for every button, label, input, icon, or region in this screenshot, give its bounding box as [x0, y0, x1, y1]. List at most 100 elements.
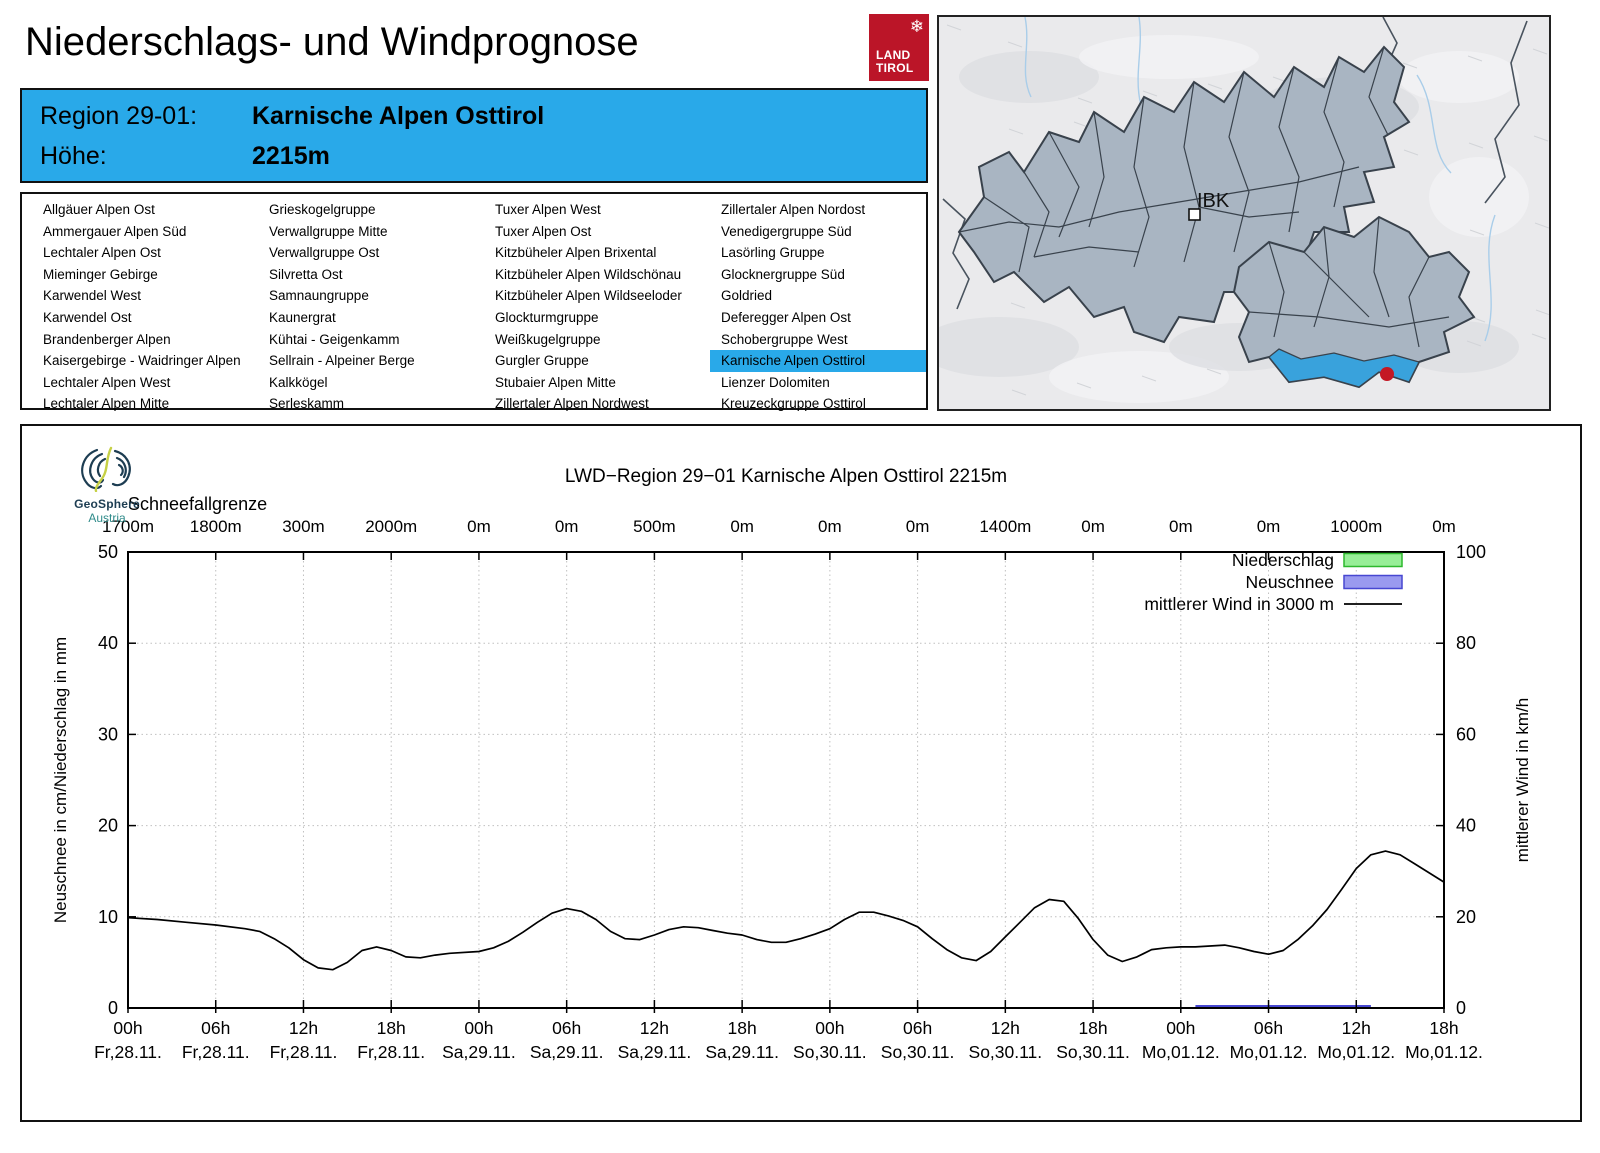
region-item[interactable]: Venedigergruppe Süd — [721, 223, 852, 239]
region-column-2: Grieskogelgruppe Verwallgruppe Mitte Verwa… — [258, 199, 484, 415]
region-item[interactable]: Ammergauer Alpen Süd — [43, 223, 187, 239]
region-item[interactable]: Kaisergebirge - Waidringer Alpen — [43, 353, 241, 369]
snowline-value: 500m — [633, 517, 676, 536]
logo-text-tirol: TIROL — [876, 61, 914, 75]
snowline-value: 1000m — [1330, 517, 1382, 536]
legend-label: Neuschnee — [1245, 572, 1334, 592]
region-item[interactable]: Mieminger Gebirge — [43, 266, 158, 282]
x-tick-hour: 12h — [289, 1018, 318, 1038]
x-tick-hour: 18h — [728, 1018, 757, 1038]
region-item[interactable]: Kitzbüheler Alpen Wildschönau — [495, 266, 682, 282]
geosphere-logo-text: GeoSphere — [74, 497, 140, 511]
river-line — [1024, 16, 1032, 98]
region-subdivision — [1048, 131, 1080, 238]
region-item[interactable]: Serleskamm — [269, 396, 345, 412]
region-subdivision — [1373, 217, 1390, 318]
region-item[interactable]: Kalkkögel — [269, 374, 328, 390]
region-subdivision — [1023, 171, 1050, 258]
x-tick-hour: 00h — [464, 1018, 493, 1038]
region-item[interactable]: Allgäuer Alpen Ost — [43, 202, 155, 217]
region-subdivision — [1368, 47, 1390, 138]
region-item[interactable]: Glockturmgruppe — [495, 309, 599, 325]
snowline-value: 1800m — [190, 517, 242, 536]
station-marker — [1380, 367, 1394, 381]
border-line — [1484, 20, 1528, 204]
region-item[interactable]: Tuxer Alpen West — [495, 202, 601, 217]
region-item[interactable]: Zillertaler Alpen Nordost — [721, 202, 866, 217]
snowline-value: 0m — [1081, 517, 1105, 536]
region-item[interactable]: Verwallgruppe Mitte — [269, 223, 388, 239]
region-subdivision — [1303, 251, 1370, 318]
geosphere-logo-subtext: Austria — [88, 511, 126, 525]
x-tick-hour: 00h — [1166, 1018, 1195, 1038]
region-item[interactable]: Silvretta Ost — [269, 266, 343, 282]
region-item[interactable]: Kühtai - Geigenkamm — [269, 331, 400, 347]
x-tick-date: So,30.11. — [969, 1042, 1043, 1062]
forecast-chart-panel: GeoSphere Austria 00h Fr,28.11. 1700m 06h Fr… — [20, 424, 1582, 1122]
x-tick-date: Mo,01.12. — [1142, 1042, 1220, 1062]
river-line — [1484, 214, 1496, 342]
x-tick-date: So,30.11. — [793, 1042, 867, 1062]
x-tick-hour: 18h — [1429, 1018, 1458, 1038]
region-item[interactable]: Brandenberger Alpen — [43, 331, 171, 347]
x-tick-date: Sa,29.11. — [618, 1042, 692, 1062]
x-tick-date: Sa,29.11. — [705, 1042, 779, 1062]
x-tick-hour: 12h — [1342, 1018, 1371, 1038]
region-item[interactable]: Samnaungruppe — [269, 288, 369, 304]
x-tick-date: Sa,29.11. — [530, 1042, 604, 1062]
region-item[interactable]: Lechtaler Alpen West — [43, 374, 171, 390]
region-item[interactable]: Lechtaler Alpen Ost — [43, 245, 161, 261]
x-tick-hour: 06h — [552, 1018, 581, 1038]
region-item[interactable]: Weißkugelgruppe — [495, 331, 601, 347]
x-tick-date: Sa,29.11. — [442, 1042, 516, 1062]
region-item[interactable]: Verwallgruppe Ost — [269, 245, 380, 261]
x-tick-date: Mo,01.12. — [1317, 1042, 1395, 1062]
region-subdivision — [983, 196, 1030, 273]
region-item[interactable]: Kitzbüheler Alpen Brixental — [495, 245, 657, 261]
right-axis-tick: 100 — [1456, 542, 1486, 562]
neuschnee-bar — [1195, 1005, 1371, 1008]
region-item[interactable]: Tuxer Alpen Ost — [495, 223, 592, 239]
left-axis-tick: 0 — [108, 998, 118, 1018]
region-item[interactable]: Kitzbüheler Alpen Wildseeloder — [495, 288, 682, 304]
region-item[interactable]: Glocknergruppe Süd — [721, 266, 845, 282]
region-item[interactable]: Karwendel Ost — [43, 309, 132, 325]
region-item[interactable]: Schobergruppe West — [721, 331, 848, 347]
region-item[interactable]: Gurgler Gruppe — [495, 353, 589, 369]
region-item[interactable]: Lienzer Dolomiten — [721, 374, 830, 390]
snowline-value: 0m — [467, 517, 491, 536]
logo-text-land: LAND — [876, 48, 911, 62]
region-item[interactable]: Lasörling Gruppe — [721, 245, 825, 261]
x-tick-hour: 18h — [1078, 1018, 1107, 1038]
x-tick-date: So,30.11. — [1056, 1042, 1130, 1062]
tirol-region-map[interactable]: IBK — [919, 15, 1551, 411]
region-item[interactable]: Deferegger Alpen Ost — [721, 309, 851, 325]
geosphere-austria-logo: GeoSphere Austria — [52, 446, 162, 525]
region-item[interactable]: Grieskogelgruppe — [269, 202, 376, 217]
region-column-4: Zillertaler Alpen Nordost Venedigergruppe… — [710, 199, 936, 415]
x-tick-date: Fr,28.11. — [357, 1042, 425, 1062]
x-tick-hour: 00h — [815, 1018, 844, 1038]
snowline-value: 300m — [282, 517, 325, 536]
region-item-selected[interactable]: Karnische Alpen Osttirol — [710, 350, 926, 372]
wind-line — [127, 850, 1445, 971]
region-item[interactable]: Kaunergrat — [269, 309, 336, 325]
x-tick-date: Fr,28.11. — [270, 1042, 338, 1062]
region-item[interactable]: Kreuzeckgruppe Osttirol — [721, 396, 866, 412]
x-tick-date: So,30.11. — [881, 1042, 955, 1062]
region-item[interactable]: Karwendel West — [43, 288, 142, 304]
x-tick-date: Mo,01.12. — [1230, 1042, 1308, 1062]
region-item[interactable]: Lechtaler Alpen Mitte — [43, 396, 170, 412]
main-region-cluster[interactable] — [957, 45, 1411, 344]
region-item[interactable]: Goldried — [721, 288, 773, 304]
right-axis-tick: 0 — [1456, 998, 1466, 1018]
map-canvas[interactable]: IBK — [919, 16, 1551, 409]
river-line — [1416, 74, 1452, 174]
snowline-value: 0m — [1432, 517, 1456, 536]
highlighted-region[interactable] — [1268, 348, 1420, 388]
left-axis-label: Neuschnee in cm/Niederschlag in mm — [51, 637, 70, 923]
region-subdivision — [1033, 246, 1140, 258]
region-item[interactable]: Sellrain - Alpeiner Berge — [269, 353, 415, 369]
region-item[interactable]: Zillertaler Alpen Nordwest — [495, 396, 649, 412]
region-item[interactable]: Stubaier Alpen Mitte — [495, 374, 616, 390]
